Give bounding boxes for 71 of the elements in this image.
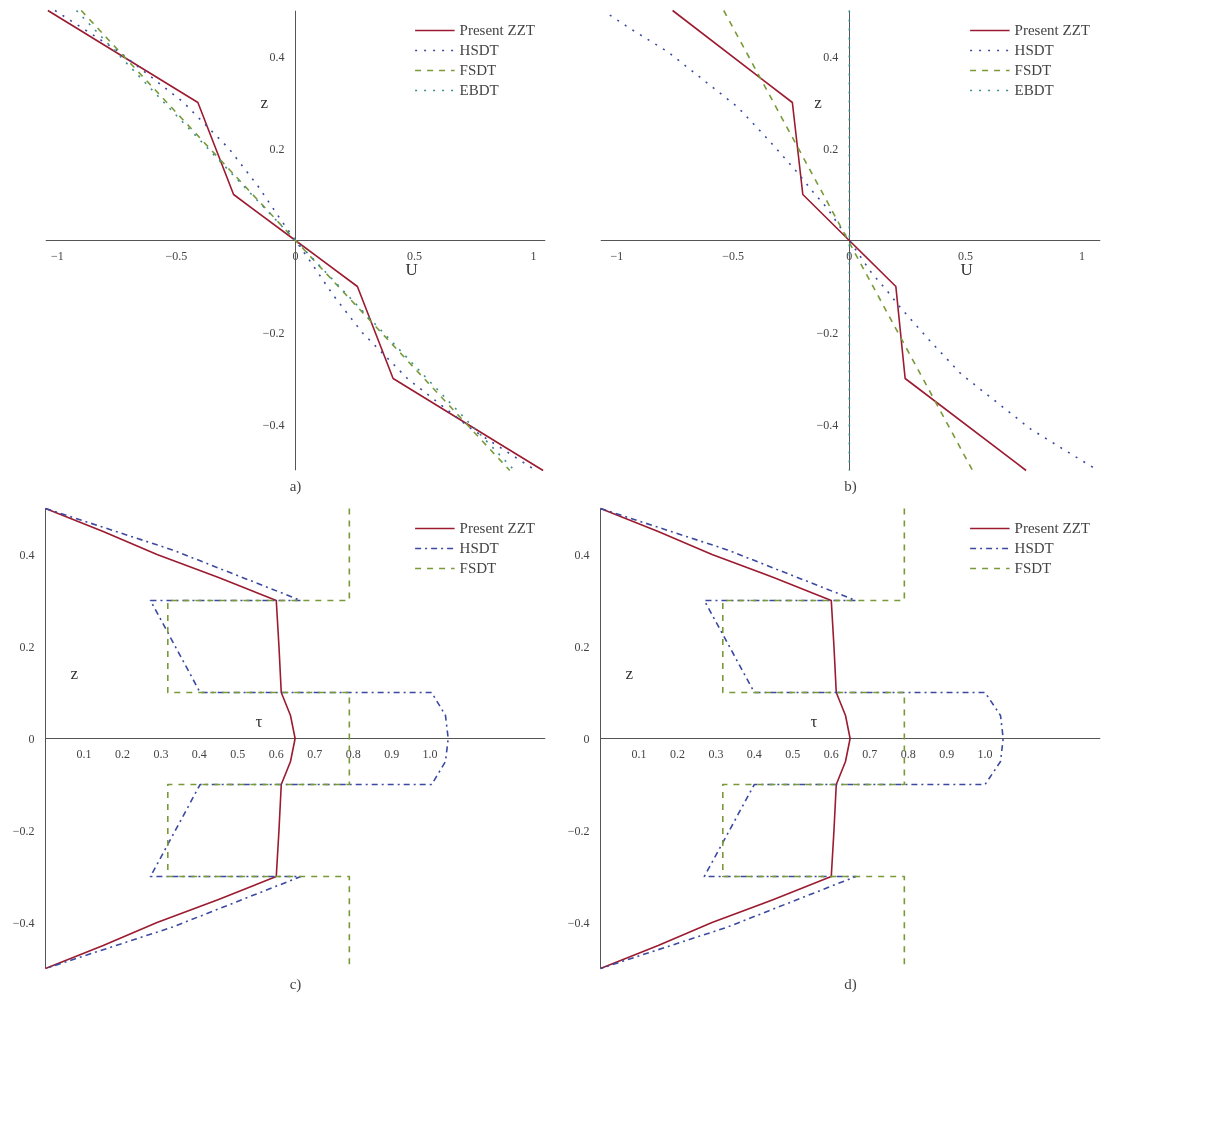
y-tick-label: 0.4 [823, 49, 839, 64]
x-tick-label: 0.3 [708, 746, 724, 761]
legend-label: EBDT [1014, 81, 1054, 99]
text: a) [289, 477, 302, 495]
x-tick-label: 0.4 [746, 746, 762, 761]
x-tick-label: 1.0 [422, 746, 438, 761]
legend-label: HSDT [1014, 41, 1054, 59]
legend-label: HSDT [1014, 539, 1054, 557]
x-tick-label: 1 [530, 248, 537, 263]
x-tick-label: 0.6 [823, 746, 839, 761]
y-axis-title: z [260, 92, 269, 112]
x-tick-label: 0.4 [191, 746, 207, 761]
legend-label: HSDT [459, 41, 499, 59]
x-tick-label: 0.5 [785, 746, 801, 761]
y-axis-title: z [70, 664, 79, 684]
legend-label: FSDT [459, 559, 497, 577]
y-tick-label: 0.2 [19, 639, 35, 654]
y-tick-label: −0.2 [12, 823, 35, 838]
y-tick-label: −0.4 [12, 915, 35, 930]
x-tick-label: 1.0 [977, 746, 993, 761]
legend-label: Present ZZT [1014, 519, 1090, 537]
y-tick-label: −0.4 [262, 417, 285, 432]
x-tick-label: 0.2 [669, 746, 685, 761]
line-series [44, 507, 296, 970]
y-tick-label: −0.2 [262, 325, 285, 340]
legend-label: HSDT [459, 539, 499, 557]
y-tick-label: 0.2 [823, 141, 839, 156]
x-axis-title: τ [255, 711, 263, 731]
x-tick-label: −1 [51, 248, 64, 263]
legend-label: Present ZZT [459, 21, 535, 39]
legend-label: FSDT [459, 61, 497, 79]
x-tick-label: 0.1 [631, 746, 647, 761]
y-tick-label: 0.2 [269, 141, 285, 156]
x-tick-label: 0.2 [114, 746, 130, 761]
y-tick-label: −0.4 [567, 915, 590, 930]
x-tick-label: −1 [610, 248, 624, 263]
y-axis-title: z [625, 664, 634, 684]
x-tick-label: 0.9 [384, 746, 400, 761]
legend-label: Present ZZT [459, 519, 535, 537]
x-tick-label: 0.8 [345, 746, 361, 761]
y-axis-title: z [814, 92, 823, 112]
y-tick-label: 0 [28, 731, 35, 746]
x-tick-label: 0.5 [230, 746, 246, 761]
y-tick-label: 0.4 [574, 547, 590, 562]
x-tick-label: −0.5 [722, 248, 744, 263]
x-tick-label: 0.8 [900, 746, 916, 761]
x-tick-label: −0.5 [165, 248, 188, 263]
line-series [599, 507, 1004, 970]
text: c) [289, 975, 302, 993]
line-series [44, 507, 449, 970]
x-tick-label: 0.3 [153, 746, 169, 761]
x-axis-title: τ [810, 711, 818, 731]
y-tick-label: 0.4 [19, 547, 35, 562]
text: d) [844, 975, 857, 993]
x-tick-label: 0.7 [307, 746, 323, 761]
legend-label: Present ZZT [1014, 21, 1090, 39]
x-tick-label: 1 [1078, 248, 1085, 263]
x-tick-label: 0.9 [939, 746, 955, 761]
y-tick-label: −0.4 [816, 417, 839, 432]
text: b) [844, 477, 857, 495]
y-tick-label: 0 [583, 731, 590, 746]
legend-label: FSDT [1014, 61, 1052, 79]
y-tick-label: −0.2 [816, 325, 839, 340]
x-tick-label: 0.7 [862, 746, 878, 761]
y-tick-label: −0.2 [567, 823, 590, 838]
y-tick-label: 0.2 [574, 639, 590, 654]
legend-label: EBDT [459, 81, 499, 99]
y-tick-label: 0.4 [269, 49, 285, 64]
x-tick-label: 0.6 [268, 746, 284, 761]
x-tick-label: 0.1 [76, 746, 92, 761]
legend-label: FSDT [1014, 559, 1052, 577]
